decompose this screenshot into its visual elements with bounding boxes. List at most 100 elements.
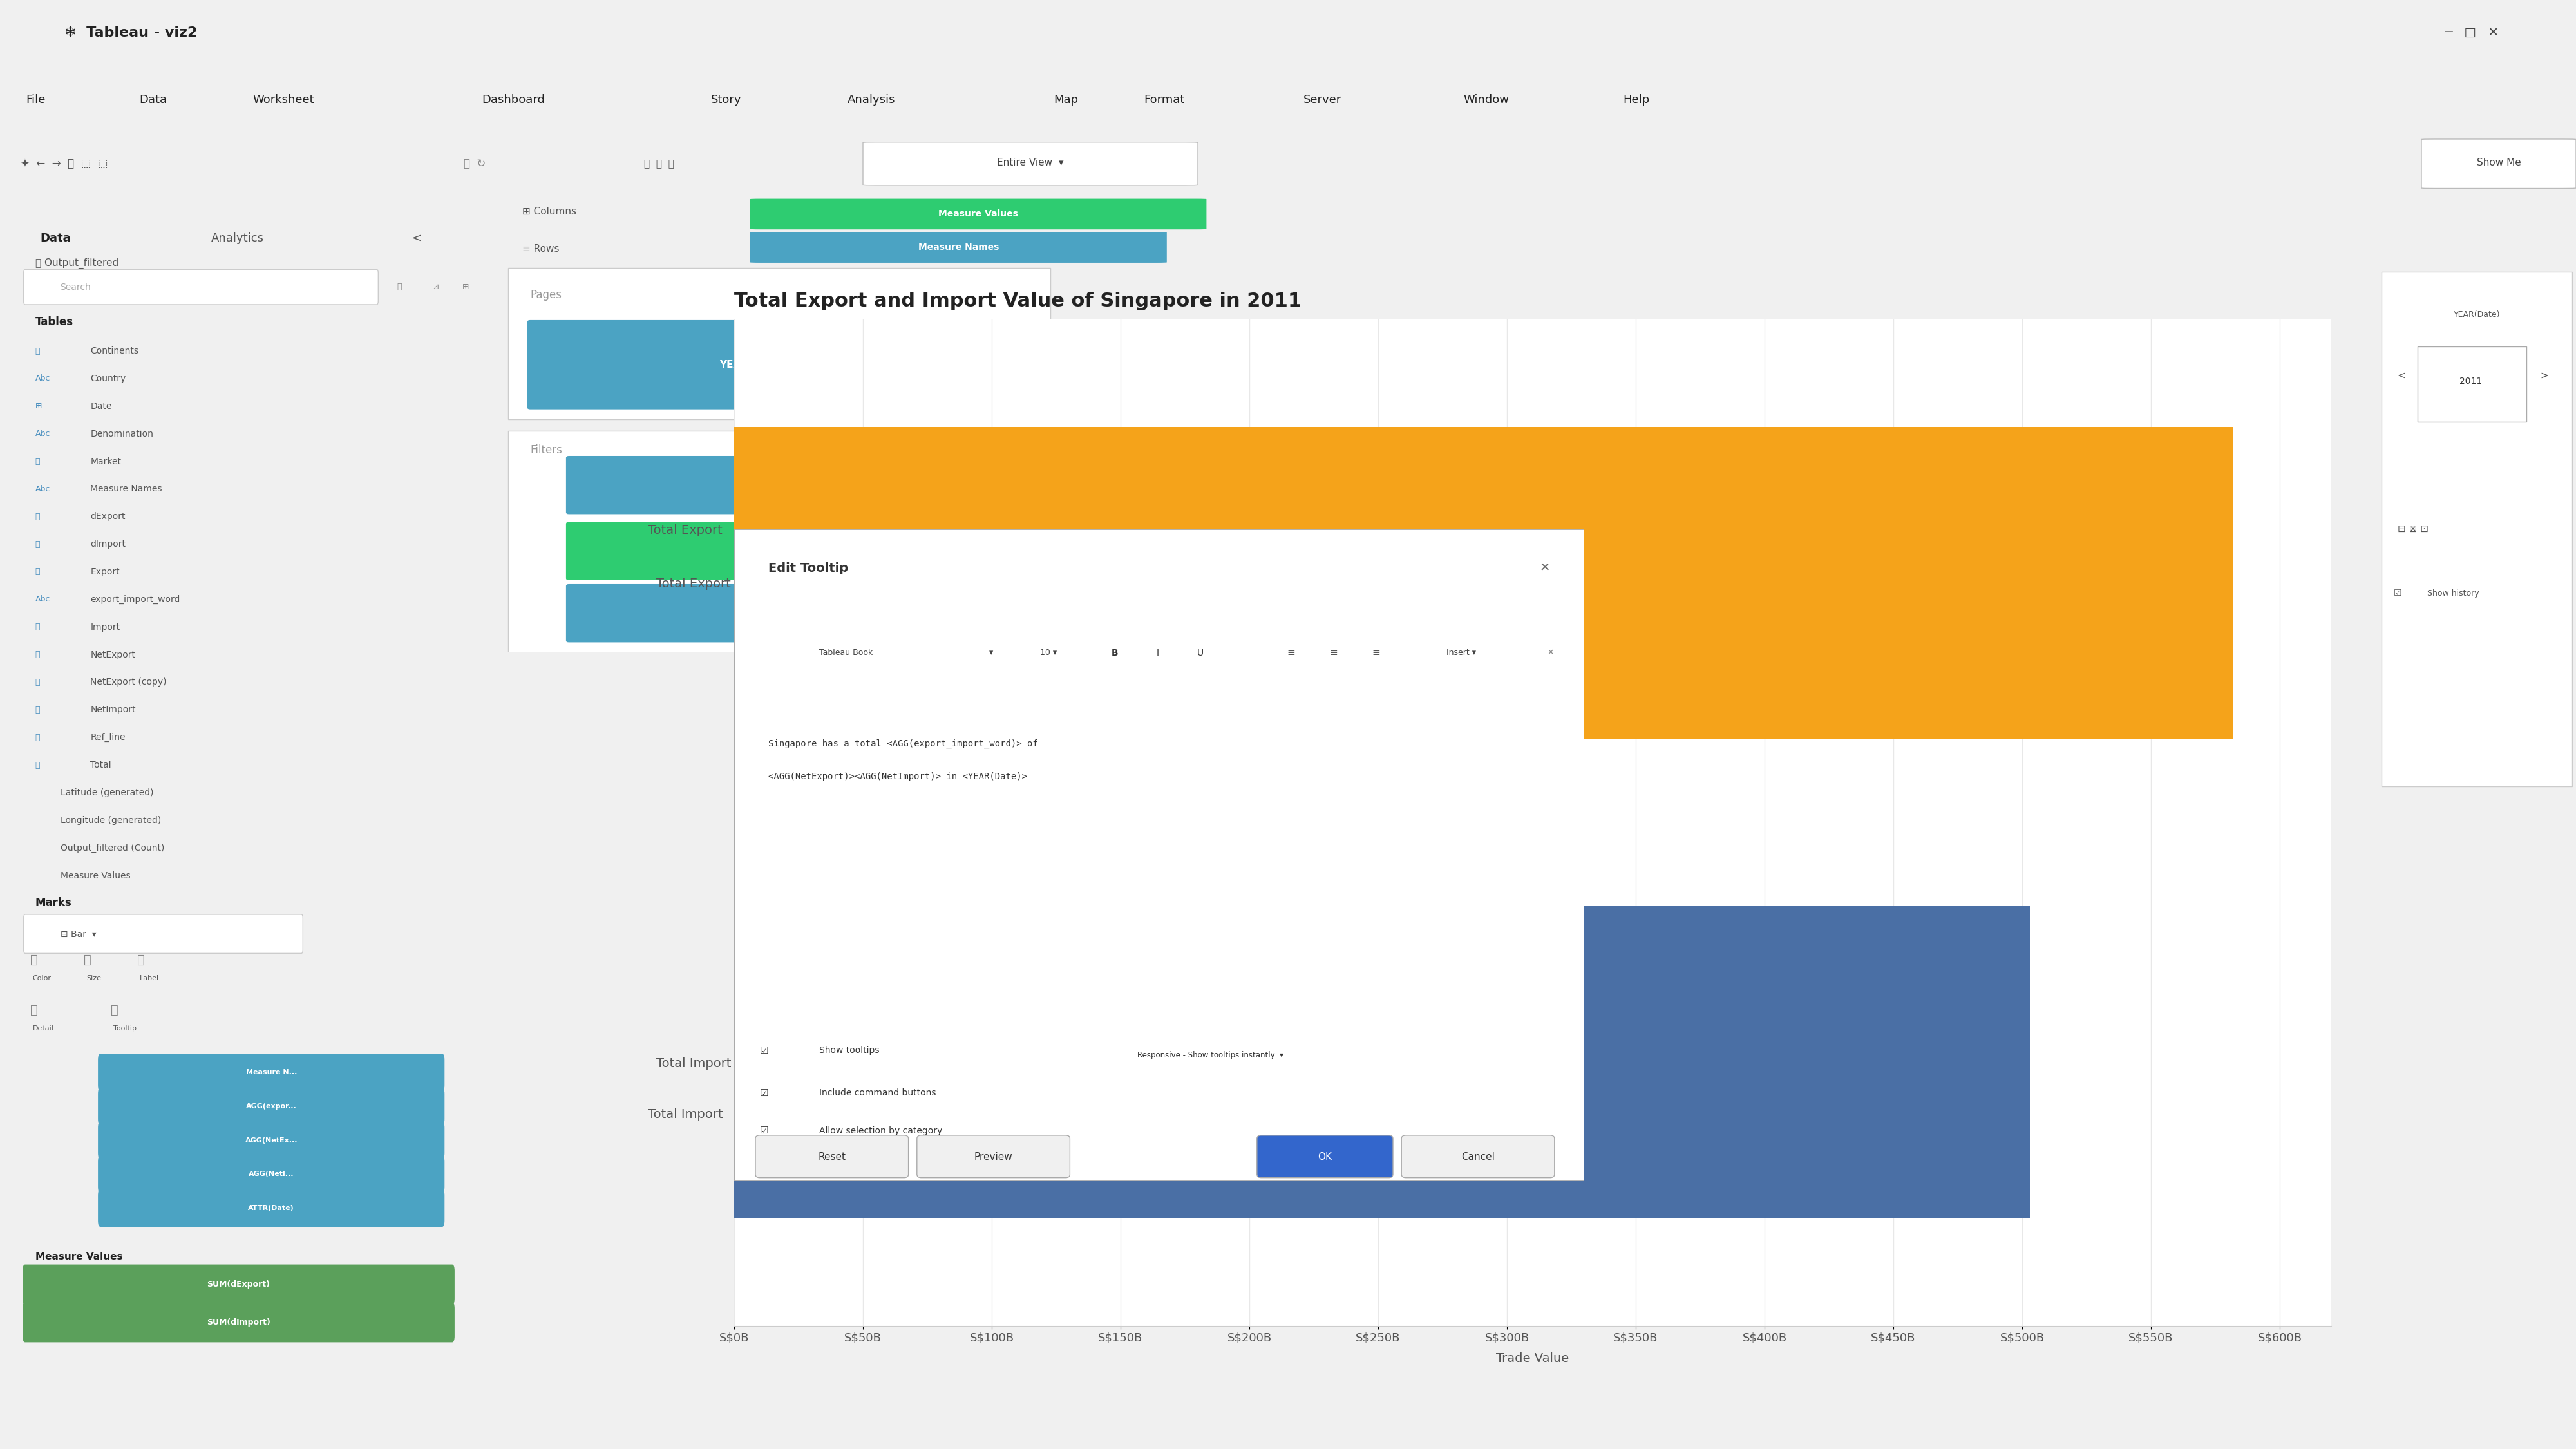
- Text: ☑: ☑: [2393, 588, 2401, 598]
- Text: ≡: ≡: [1329, 648, 1337, 658]
- Text: Analytics: Analytics: [211, 232, 263, 243]
- Text: Reset: Reset: [819, 1152, 845, 1162]
- Text: AGG(NetEx...: AGG(NetEx...: [245, 1137, 296, 1143]
- Text: NetExport: NetExport: [90, 651, 137, 659]
- FancyBboxPatch shape: [98, 1122, 446, 1159]
- Text: Entire View  ▾: Entire View ▾: [997, 158, 1064, 167]
- Text: Story: Story: [711, 94, 742, 106]
- FancyBboxPatch shape: [1414, 626, 1517, 678]
- Text: 📐: 📐: [36, 651, 41, 659]
- Text: 📐: 📐: [36, 513, 41, 520]
- Text: ☑: ☑: [760, 1088, 768, 1098]
- Text: Date: Date: [90, 401, 111, 410]
- Bar: [752, 688, 1566, 717]
- X-axis label: Trade Value: Trade Value: [1497, 1352, 1569, 1365]
- Text: U: U: [1198, 648, 1203, 658]
- Text: 10 ▾: 10 ▾: [1041, 649, 1056, 656]
- Text: B: B: [1113, 648, 1118, 658]
- Text: 📐: 📐: [36, 623, 41, 632]
- Bar: [734, 426, 2233, 739]
- FancyBboxPatch shape: [567, 522, 1005, 580]
- Text: Color: Color: [33, 975, 52, 981]
- FancyBboxPatch shape: [23, 914, 304, 953]
- Text: ⬛  ↻: ⬛ ↻: [464, 158, 487, 170]
- Text: ⬜: ⬜: [111, 1004, 118, 1016]
- Text: 📐: 📐: [36, 733, 41, 742]
- Text: 2011: 2011: [2460, 377, 2483, 385]
- Text: Search: Search: [59, 283, 90, 291]
- Text: YEAR(Date): YEAR(Date): [719, 359, 783, 369]
- Text: Help: Help: [1623, 94, 1649, 106]
- FancyBboxPatch shape: [2421, 139, 2576, 188]
- Text: Marks: Marks: [36, 897, 72, 909]
- Text: ≡: ≡: [1288, 648, 1296, 658]
- Text: 📐: 📐: [36, 706, 41, 714]
- Text: ATTR(Date): ATTR(Date): [247, 1206, 294, 1211]
- Text: Measure Values: Measure Values: [59, 871, 131, 880]
- Text: ⊿: ⊿: [433, 283, 438, 291]
- Text: 📊  📊  📊: 📊 📊 📊: [644, 159, 675, 168]
- FancyBboxPatch shape: [23, 1303, 453, 1342]
- FancyBboxPatch shape: [863, 142, 1198, 185]
- FancyBboxPatch shape: [917, 1136, 1069, 1178]
- Text: ☑: ☑: [760, 1126, 768, 1136]
- Text: Label: Label: [139, 975, 160, 981]
- FancyBboxPatch shape: [23, 270, 379, 304]
- FancyBboxPatch shape: [98, 1088, 446, 1126]
- Text: Abc: Abc: [36, 430, 49, 438]
- Text: Size: Size: [85, 975, 100, 981]
- Text: <: <: [412, 232, 422, 243]
- Text: AGG(Netl...: AGG(Netl...: [247, 1171, 294, 1178]
- Text: Data: Data: [41, 232, 72, 243]
- Text: Ref_line: Ref_line: [90, 733, 126, 742]
- Text: Import: Import: [90, 623, 121, 632]
- Text: Measure Names: Measure Names: [917, 243, 999, 252]
- Text: ▾: ▾: [989, 649, 994, 656]
- Text: ─   □   ✕: ─ □ ✕: [2445, 26, 2499, 39]
- Text: Show history: Show history: [2427, 590, 2478, 597]
- Text: ❄  Tableau - viz2: ❄ Tableau - viz2: [64, 26, 198, 39]
- Bar: [1180, 626, 1218, 678]
- Text: ⊟ Bar  ▾: ⊟ Bar ▾: [59, 930, 95, 939]
- Text: dImport: dImport: [90, 540, 126, 549]
- Text: Show tooltips: Show tooltips: [819, 1046, 878, 1055]
- Text: Measure Values: Measure Values: [36, 1252, 124, 1262]
- Text: ✕: ✕: [1540, 562, 1551, 574]
- Bar: [1139, 626, 1177, 678]
- FancyBboxPatch shape: [98, 1053, 446, 1091]
- FancyBboxPatch shape: [1007, 626, 1082, 678]
- Text: Total Export and Import Value of Singapore in 2011: Total Export and Import Value of Singapo…: [734, 291, 1301, 310]
- FancyBboxPatch shape: [528, 320, 976, 409]
- Bar: [1236, 633, 1270, 669]
- Text: SUM(dExport): SUM(dExport): [206, 1281, 270, 1288]
- Text: Measure Na..: Measure Na..: [752, 609, 819, 617]
- Text: SUM(dImport): SUM(dImport): [206, 1319, 270, 1326]
- Text: Cancel: Cancel: [1461, 1152, 1494, 1162]
- Text: Measure N...: Measure N...: [245, 1069, 296, 1075]
- Text: Preview: Preview: [974, 1152, 1012, 1162]
- Text: Format: Format: [1144, 94, 1185, 106]
- Text: Detail: Detail: [33, 1026, 54, 1032]
- FancyBboxPatch shape: [98, 1190, 446, 1227]
- Text: Show Me: Show Me: [2476, 158, 2522, 167]
- Text: Server: Server: [1303, 94, 1342, 106]
- Text: ⊞ Columns: ⊞ Columns: [523, 207, 577, 216]
- Text: Worksheet: Worksheet: [252, 94, 314, 106]
- FancyBboxPatch shape: [750, 232, 1167, 262]
- Text: Responsive - Show tooltips instantly  ▾: Responsive - Show tooltips instantly ▾: [1136, 1051, 1283, 1059]
- Bar: [1095, 626, 1133, 678]
- FancyBboxPatch shape: [1401, 1136, 1553, 1178]
- Text: Data: Data: [139, 94, 167, 106]
- Text: Analysis: Analysis: [848, 94, 896, 106]
- Text: ≡ Rows: ≡ Rows: [523, 245, 559, 254]
- Text: >: >: [2540, 371, 2548, 381]
- Text: <: <: [2398, 371, 2406, 381]
- Text: Singapore has a total <AGG(export_import_word)> of: Singapore has a total <AGG(export_import…: [768, 739, 1038, 749]
- Text: <AGG(NetExport)><AGG(NetImport)> in <YEAR(Date)>: <AGG(NetExport)><AGG(NetImport)> in <YEA…: [768, 772, 1028, 781]
- Text: ✕: ✕: [1546, 649, 1553, 656]
- Text: Total Export: Total Export: [649, 525, 721, 536]
- Text: 📐: 📐: [36, 568, 41, 577]
- Text: ⊞: ⊞: [36, 401, 41, 410]
- Text: Map: Map: [1054, 94, 1079, 106]
- Text: Date: Date: [773, 546, 796, 555]
